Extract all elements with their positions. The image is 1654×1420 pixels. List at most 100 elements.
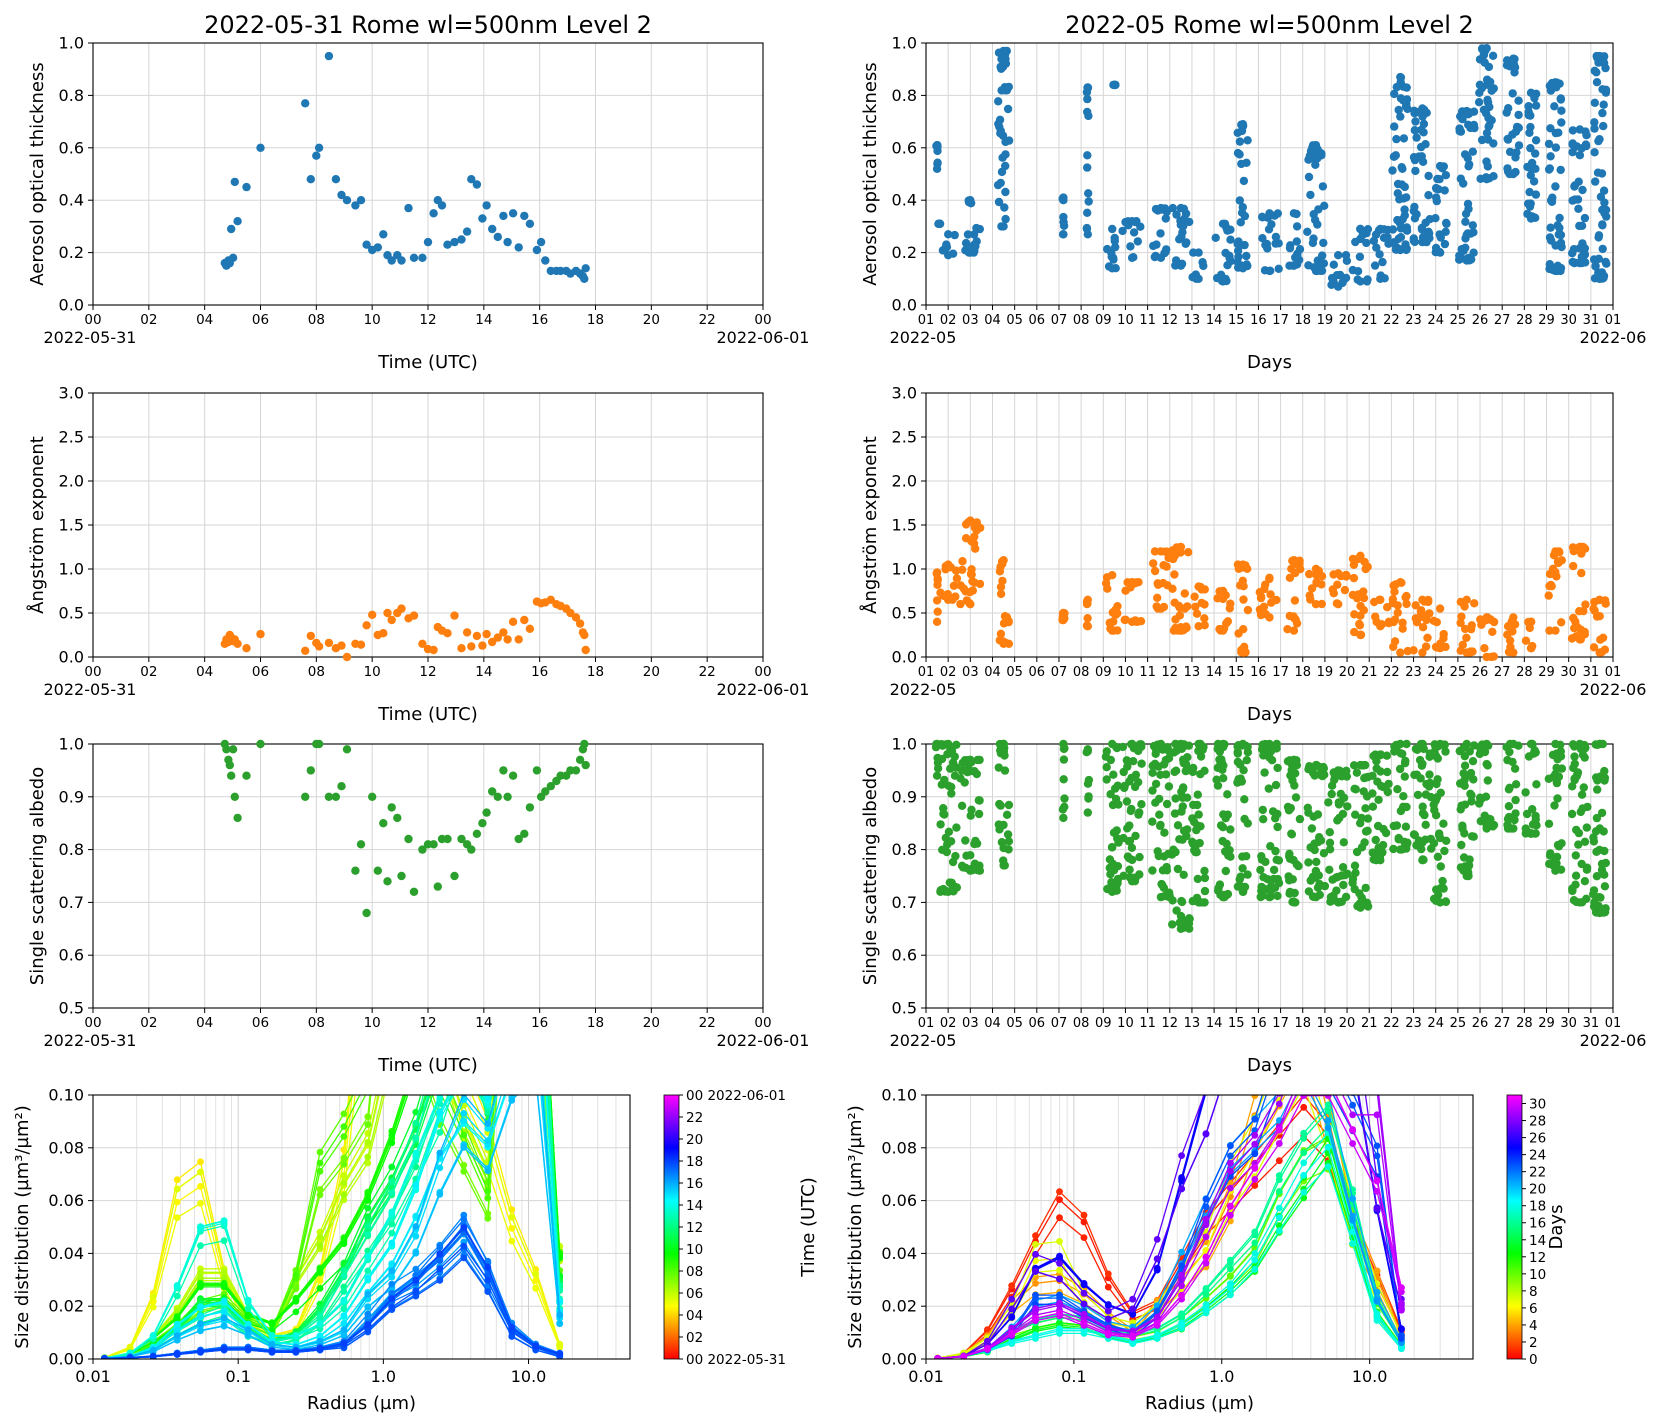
data-point bbox=[1461, 217, 1470, 226]
data-point bbox=[1554, 230, 1564, 239]
data-point bbox=[1294, 861, 1303, 871]
data-point bbox=[1059, 775, 1068, 784]
size-distribution-point bbox=[460, 993, 467, 1000]
x-tick-label: 07 bbox=[1051, 1016, 1068, 1031]
size-distribution-point bbox=[412, 1119, 420, 1127]
data-point bbox=[1482, 824, 1491, 833]
data-point bbox=[1488, 627, 1497, 636]
data-point bbox=[230, 792, 239, 801]
x-tick-label: 21 bbox=[1361, 1016, 1378, 1031]
data-point bbox=[1127, 253, 1137, 262]
data-point bbox=[1255, 588, 1265, 597]
data-point bbox=[1580, 753, 1589, 762]
size-distribution-point bbox=[388, 1017, 395, 1024]
data-point bbox=[1340, 585, 1350, 595]
data-point bbox=[1429, 800, 1438, 809]
data-point bbox=[1521, 788, 1530, 797]
size-distribution-point bbox=[388, 1303, 396, 1311]
data-point bbox=[1435, 604, 1445, 613]
data-point bbox=[1318, 182, 1328, 191]
data-point bbox=[1376, 224, 1385, 234]
data-point bbox=[1467, 791, 1476, 800]
size-distribution-point bbox=[173, 1198, 181, 1206]
data-point bbox=[940, 810, 949, 819]
data-point bbox=[1525, 202, 1535, 211]
data-point bbox=[1551, 266, 1560, 276]
data-point bbox=[1483, 162, 1493, 171]
size-distribution-point bbox=[1008, 1338, 1016, 1346]
data-point bbox=[1547, 582, 1556, 591]
x-tick-label: 09 bbox=[1095, 665, 1112, 680]
data-point bbox=[1589, 837, 1599, 846]
data-point bbox=[1595, 51, 1604, 61]
data-point bbox=[1338, 863, 1348, 872]
data-point bbox=[1118, 226, 1127, 236]
data-point bbox=[1591, 177, 1600, 186]
data-point bbox=[1127, 217, 1137, 226]
data-point bbox=[1243, 870, 1252, 879]
x-end-date-label: 2022-06-01 bbox=[717, 680, 810, 699]
x-tick-label: 11 bbox=[1139, 1016, 1156, 1031]
x-tick-label: 06 bbox=[252, 1015, 269, 1031]
data-point bbox=[1503, 134, 1512, 144]
data-point bbox=[1238, 648, 1248, 657]
size-distribution-point bbox=[268, 1321, 276, 1328]
y-tick-label: 0.8 bbox=[59, 86, 84, 105]
size-distribution-point bbox=[1300, 1057, 1307, 1064]
size-distribution-point bbox=[460, 1022, 467, 1029]
data-point bbox=[1556, 95, 1566, 104]
data-point bbox=[1134, 778, 1143, 787]
data-point bbox=[379, 230, 388, 239]
data-point bbox=[1466, 768, 1476, 778]
data-point bbox=[1557, 618, 1566, 627]
data-point bbox=[1169, 626, 1179, 635]
size-distribution-point bbox=[388, 828, 395, 835]
data-point bbox=[373, 866, 382, 875]
size-distribution-point bbox=[388, 871, 395, 878]
size-distribution-point bbox=[484, 1187, 492, 1195]
x-tick-label: 23 bbox=[1405, 1016, 1422, 1031]
data-point bbox=[1424, 227, 1433, 236]
size-distribution-point bbox=[388, 884, 395, 891]
data-point bbox=[222, 745, 231, 754]
data-point bbox=[1164, 754, 1174, 763]
data-point bbox=[418, 253, 427, 262]
data-point bbox=[1429, 839, 1439, 848]
data-point bbox=[1552, 763, 1561, 772]
data-point bbox=[1378, 840, 1388, 850]
data-point bbox=[1514, 96, 1523, 105]
size-distribution-point bbox=[436, 997, 443, 1004]
size-distribution-point bbox=[220, 1217, 228, 1225]
size-distribution-point bbox=[532, 828, 539, 835]
data-point bbox=[1596, 893, 1605, 902]
x-tick-label: 08 bbox=[308, 312, 325, 328]
data-point bbox=[571, 766, 581, 775]
data-point bbox=[508, 617, 518, 626]
size-distribution-point bbox=[556, 1341, 564, 1349]
data-point bbox=[1161, 214, 1171, 223]
size-distribution-point bbox=[388, 828, 395, 835]
data-point bbox=[1110, 236, 1120, 246]
data-point bbox=[429, 840, 438, 849]
data-point bbox=[944, 230, 953, 239]
data-point bbox=[1179, 870, 1188, 879]
colorbar bbox=[663, 1094, 680, 1360]
data-point bbox=[1421, 790, 1431, 799]
data-point bbox=[1410, 202, 1419, 212]
data-point bbox=[1512, 148, 1521, 157]
data-point bbox=[1462, 106, 1471, 116]
x-end-date-label: 2022-06-01 bbox=[717, 1031, 810, 1050]
data-point bbox=[1582, 131, 1591, 140]
size-distribution-point bbox=[364, 1310, 372, 1318]
size-distribution-point bbox=[508, 828, 515, 835]
data-point bbox=[1288, 776, 1297, 785]
size-distribution-point bbox=[388, 1229, 396, 1237]
data-point bbox=[1546, 196, 1556, 205]
data-point bbox=[1003, 830, 1013, 839]
x-tick-label: 30 bbox=[1560, 313, 1577, 328]
data-point bbox=[1290, 613, 1299, 623]
data-point bbox=[1590, 118, 1599, 127]
data-point bbox=[331, 792, 341, 801]
size-distribution-point bbox=[484, 1055, 491, 1062]
data-point bbox=[1285, 849, 1294, 858]
